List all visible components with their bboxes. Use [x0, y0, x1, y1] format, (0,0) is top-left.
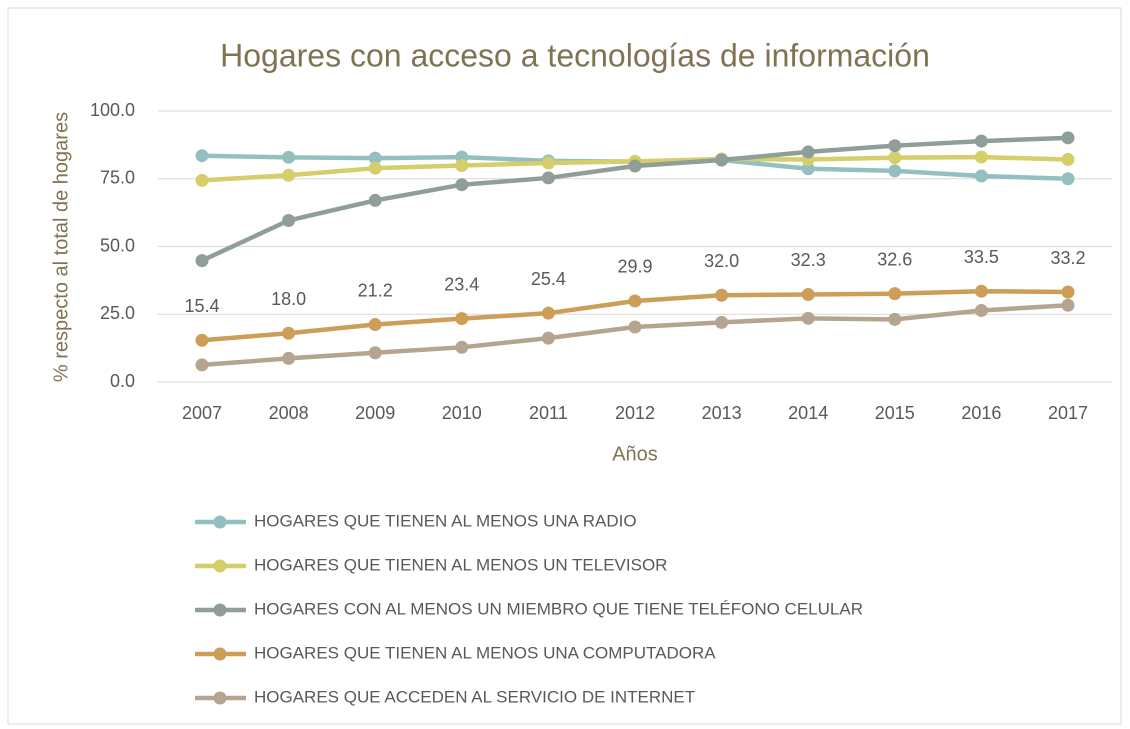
legend-label: HOGARES QUE TIENEN AL MENOS UNA COMPUTAD…	[254, 643, 716, 662]
point	[282, 351, 296, 365]
point	[541, 306, 555, 320]
legend-label: HOGARES CON AL MENOS UN MIEMBRO QUE TIEN…	[254, 599, 863, 618]
y-axis-label: % respecto al total de hogares	[50, 112, 72, 382]
point	[974, 303, 988, 317]
point	[888, 287, 902, 301]
x-tick-label: 2012	[615, 403, 655, 423]
data-label: 32.3	[791, 250, 826, 270]
point	[1061, 172, 1075, 186]
x-tick-label: 2010	[442, 403, 482, 423]
point	[1061, 131, 1075, 145]
point	[195, 358, 209, 372]
x-tick-label: 2016	[961, 403, 1001, 423]
point	[368, 346, 382, 360]
point	[628, 159, 642, 173]
point	[282, 168, 296, 182]
data-label: 15.4	[184, 296, 219, 316]
point	[801, 311, 815, 325]
point	[195, 333, 209, 347]
data-label: 32.0	[704, 251, 739, 271]
point	[1061, 298, 1075, 312]
point	[888, 151, 902, 165]
data-label: 21.2	[358, 280, 393, 300]
point	[368, 193, 382, 207]
x-tick-label: 2013	[702, 403, 742, 423]
point	[455, 158, 469, 172]
legend-label: HOGARES QUE TIENEN AL MENOS UN TELEVISOR	[254, 555, 667, 574]
point	[282, 213, 296, 227]
point	[368, 161, 382, 175]
point	[974, 169, 988, 183]
point	[455, 340, 469, 354]
data-label: 18.0	[271, 289, 306, 309]
point	[195, 173, 209, 187]
point	[974, 150, 988, 164]
x-tick-label: 2007	[182, 403, 222, 423]
legend-marker	[213, 647, 227, 661]
data-label: 32.6	[877, 249, 912, 269]
point	[368, 318, 382, 332]
point	[455, 312, 469, 326]
y-tick-label: 25.0	[100, 303, 135, 323]
point	[801, 145, 815, 159]
point	[282, 150, 296, 164]
point	[1061, 153, 1075, 167]
x-tick-label: 2017	[1048, 403, 1088, 423]
data-label: 33.5	[964, 247, 999, 267]
legend-label: HOGARES QUE ACCEDEN AL SERVICIO DE INTER…	[254, 687, 695, 706]
chart-border	[7, 7, 1122, 725]
point	[455, 178, 469, 192]
x-axis-label: Años	[612, 443, 658, 465]
point	[974, 284, 988, 298]
point	[541, 171, 555, 185]
y-tick-label: 0.0	[110, 371, 135, 391]
x-tick-label: 2008	[269, 403, 309, 423]
x-tick-label: 2015	[875, 403, 915, 423]
point	[368, 151, 382, 165]
point	[801, 287, 815, 301]
legend-label: HOGARES QUE TIENEN AL MENOS UNA RADIO	[254, 511, 637, 530]
point	[541, 331, 555, 345]
x-tick-label: 2009	[355, 403, 395, 423]
data-label: 33.2	[1050, 248, 1085, 268]
data-label: 23.4	[444, 274, 479, 294]
data-label: 25.4	[531, 269, 566, 289]
y-tick-label: 75.0	[100, 168, 135, 188]
legend-marker	[213, 691, 227, 705]
point	[888, 312, 902, 326]
point	[801, 162, 815, 176]
point	[888, 164, 902, 178]
point	[282, 326, 296, 340]
point	[628, 294, 642, 308]
point	[974, 134, 988, 148]
point	[1061, 285, 1075, 299]
y-tick-label: 100.0	[90, 100, 135, 120]
y-tick-label: 50.0	[100, 235, 135, 255]
data-label: 29.9	[617, 257, 652, 277]
point	[628, 320, 642, 334]
legend-marker	[213, 559, 227, 573]
point	[715, 288, 729, 302]
point	[195, 149, 209, 163]
point	[195, 254, 209, 268]
point	[888, 139, 902, 153]
x-tick-label: 2011	[529, 403, 568, 423]
point	[715, 153, 729, 167]
legend-marker	[213, 603, 227, 617]
x-tick-label: 2014	[788, 403, 828, 423]
chart-title: Hogares con acceso a tecnologías de info…	[220, 37, 930, 73]
point	[541, 156, 555, 170]
legend-marker	[213, 515, 227, 529]
point	[715, 315, 729, 329]
